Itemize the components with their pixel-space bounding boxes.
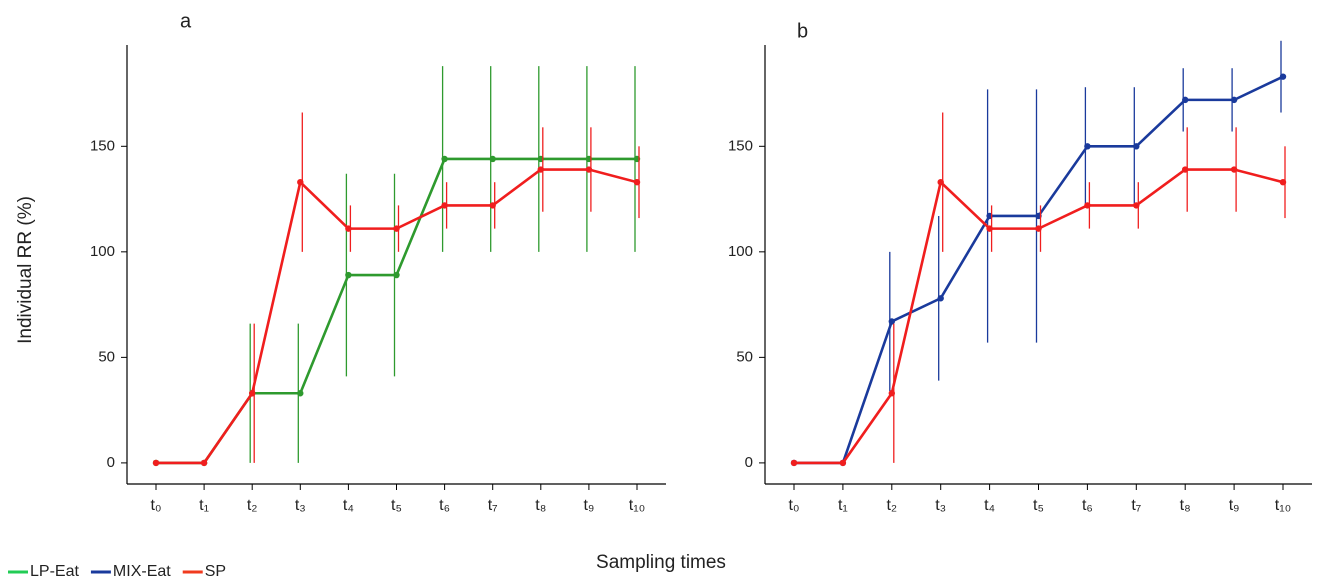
point (393, 271, 400, 279)
point (937, 178, 944, 186)
x-tick-label: t₅ (391, 497, 402, 514)
legend-label: LP-Eat (30, 563, 79, 580)
x-tick-label: t₉ (1229, 497, 1240, 514)
point (986, 225, 993, 232)
point (1084, 143, 1091, 150)
x-tick-label: t₀ (150, 497, 161, 514)
series: MIX-Eat (790, 40, 1287, 467)
x-tick-label: t₄ (343, 497, 354, 514)
point (790, 459, 798, 467)
series: SP (152, 112, 641, 467)
x-tick-label: t₃ (935, 497, 946, 514)
x-tick-label: t₁ (199, 497, 209, 514)
series-line (794, 75, 1284, 465)
point (585, 166, 593, 173)
point (1279, 178, 1287, 186)
x-tick-label: t₇ (488, 497, 498, 514)
y-tick-label: 50 (98, 348, 115, 365)
point (345, 225, 352, 232)
y-tick-label: 0 (107, 454, 115, 471)
x-tick-label: t₁₀ (1275, 497, 1291, 514)
point (1182, 166, 1189, 173)
point (489, 155, 496, 163)
x-tick-label: t₄ (984, 497, 995, 514)
y-tick-label: 50 (736, 348, 753, 365)
x-tick-label: t₂ (247, 497, 258, 514)
x-axis-title: Sampling times (596, 552, 726, 573)
x-tick-label: t₂ (886, 497, 897, 514)
series-line (156, 168, 638, 465)
point (1279, 73, 1287, 80)
point (1182, 96, 1189, 104)
point (1133, 202, 1140, 209)
point (1084, 202, 1091, 209)
point (888, 390, 895, 397)
point (441, 202, 448, 209)
y-tick-label: 100 (90, 243, 115, 260)
point (1035, 225, 1042, 232)
panel-label: a (180, 10, 192, 32)
x-tick-label: t₈ (535, 497, 546, 514)
x-tick-label: t₁ (838, 497, 848, 514)
point (537, 166, 544, 173)
x-tick-label: t₆ (439, 497, 450, 514)
point (1230, 166, 1238, 173)
y-tick-label: 150 (728, 137, 753, 154)
legend-label: MIX-Eat (113, 563, 171, 580)
series-line (156, 157, 637, 465)
legend-label: SP (205, 563, 226, 580)
series: LP-Eat (152, 66, 641, 467)
point (152, 459, 160, 467)
x-tick-label: t₈ (1180, 497, 1191, 514)
point (1133, 143, 1140, 150)
series: SP (790, 112, 1287, 467)
point (839, 459, 847, 467)
point (888, 318, 895, 325)
point (489, 202, 496, 209)
point (200, 459, 208, 467)
point (297, 178, 304, 186)
x-tick-label: t₅ (1033, 497, 1044, 514)
panel-label: b (797, 20, 808, 42)
y-tick-label: 150 (90, 137, 115, 154)
x-tick-label: t₁₀ (629, 497, 645, 514)
y-axis-title: Individual RR (%) (15, 196, 36, 344)
point (633, 178, 641, 186)
point (297, 390, 304, 397)
x-tick-label: t₃ (295, 497, 306, 514)
point (393, 225, 400, 232)
x-tick-label: t₆ (1082, 497, 1093, 514)
point (345, 271, 352, 279)
point (1230, 96, 1238, 104)
y-tick-label: 100 (728, 243, 753, 260)
point (937, 295, 944, 302)
x-tick-label: t₀ (788, 497, 799, 514)
y-tick-label: 0 (745, 454, 753, 471)
x-tick-label: t₉ (584, 497, 595, 514)
point (249, 390, 256, 397)
point (441, 155, 448, 163)
x-tick-label: t₇ (1131, 497, 1141, 514)
